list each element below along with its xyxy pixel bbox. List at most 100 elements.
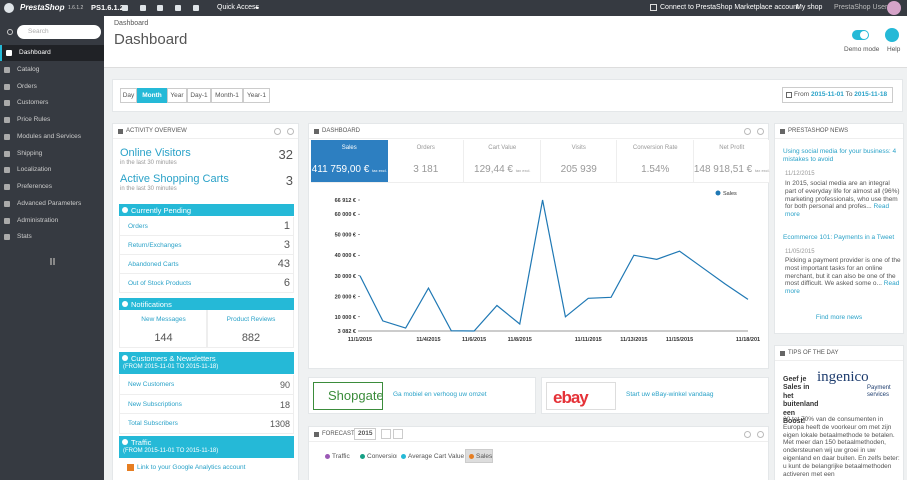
avatar bbox=[887, 1, 901, 15]
customer-row[interactable]: Total Subscribers 1308 bbox=[119, 414, 294, 434]
tips-logo: ingenico bbox=[817, 369, 869, 385]
period-button[interactable]: Year-1 bbox=[243, 88, 270, 103]
kpi-tab[interactable]: Sales 411 759,00 € tax excl. bbox=[311, 140, 388, 183]
news-date: 11/12/2015 bbox=[785, 171, 815, 177]
dashboard-panel: DASHBOARD Sales 411 759,00 € tax excl. Ord… bbox=[308, 123, 770, 369]
notification-cell[interactable]: Product Reviews 882 bbox=[206, 310, 294, 348]
news-body: Picking a payment provider is one of the… bbox=[785, 257, 901, 288]
config-icon[interactable] bbox=[744, 128, 751, 135]
forecast-tab[interactable]: Conversion bbox=[356, 449, 400, 463]
x-tick-label: 11/1/2015 bbox=[348, 337, 372, 343]
kpi-tab[interactable]: Net Profit 148 918,51 € tax excl. bbox=[693, 140, 770, 183]
top-icon[interactable] bbox=[193, 5, 199, 11]
ad-logo-text: ebay bbox=[553, 388, 589, 407]
ad-logo-text: Shopgate bbox=[328, 388, 384, 403]
menu-item[interactable]: Modules and Services bbox=[0, 129, 104, 145]
pending-row[interactable]: Return/Exchanges 3 bbox=[119, 236, 294, 255]
top-icon[interactable] bbox=[157, 5, 163, 11]
refresh-icon[interactable] bbox=[757, 431, 764, 438]
heading-icon bbox=[118, 129, 123, 134]
ad-panel[interactable]: ebay Start uw eBay-winkel vandaag bbox=[541, 377, 769, 414]
y-tick-label: 50 000 € bbox=[335, 233, 356, 239]
period-button[interactable]: Day-1 bbox=[187, 88, 211, 103]
notification-cell[interactable]: New Messages 144 bbox=[119, 310, 207, 348]
forecast-tab[interactable]: Traffic bbox=[321, 449, 355, 463]
pending-row[interactable]: Abandoned Carts 43 bbox=[119, 255, 294, 274]
ad-panel[interactable]: Shopgate Ga mobiel en verhoog uw omzet bbox=[308, 377, 536, 414]
next-button[interactable] bbox=[393, 429, 403, 439]
config-icon[interactable] bbox=[744, 431, 751, 438]
pending-row[interactable]: Out of Stock Products 6 bbox=[119, 274, 294, 293]
heading-icon bbox=[780, 129, 785, 134]
config-icon[interactable] bbox=[274, 128, 281, 135]
y-tick-label: 30 000 € bbox=[335, 274, 356, 280]
kpi-label: Conversion Rate bbox=[632, 145, 678, 151]
analytics-link[interactable]: Link to your Google Analytics account bbox=[137, 464, 246, 471]
find-more[interactable]: Find more news bbox=[815, 314, 863, 321]
kpi-value: 411 759,00 € tax excl. bbox=[311, 164, 388, 176]
demo-toggle[interactable] bbox=[852, 30, 869, 40]
menu-item[interactable]: Advanced Parameters bbox=[0, 196, 104, 212]
toggle-knob bbox=[860, 31, 868, 39]
kpi-tab[interactable]: Visits 205 939 bbox=[540, 140, 617, 183]
menu-item[interactable]: Catalog bbox=[0, 62, 104, 78]
store-icon bbox=[650, 4, 657, 11]
my-shop-link[interactable]: My shop bbox=[796, 4, 823, 11]
legend-label: Sales bbox=[723, 191, 737, 197]
year-selector[interactable]: 2015 bbox=[354, 428, 377, 440]
sales-chart: 3 082 € 10 000 € 20 000 € 30 000 € 40 000 € 5… bbox=[335, 190, 760, 343]
quick-access[interactable]: Quick Access bbox=[217, 4, 260, 11]
menu-item[interactable]: Price Rules bbox=[0, 112, 104, 128]
top-icon[interactable] bbox=[140, 5, 146, 11]
read-more: Read more bbox=[785, 203, 890, 219]
panel-heading: PRESTASHOP NEWS bbox=[775, 124, 903, 139]
menu-label: Preferences bbox=[17, 183, 53, 190]
menu-item[interactable]: Preferences bbox=[0, 179, 104, 195]
period-button[interactable]: Year bbox=[167, 88, 187, 103]
date-picker[interactable]: From 2015-11-01 To 2015-11-18 bbox=[782, 87, 893, 103]
search-icon bbox=[7, 29, 13, 35]
menu-item[interactable]: Stats bbox=[0, 229, 104, 245]
kpi-tab[interactable]: Cart Value 129,44 € tax excl. bbox=[464, 140, 541, 183]
kpi-value: 129,44 € tax excl. bbox=[464, 164, 541, 176]
kpi-number: 148 918,51 € bbox=[693, 164, 753, 175]
menu-label: Price Rules bbox=[17, 116, 51, 123]
menu-item[interactable]: Orders bbox=[0, 79, 104, 95]
kpi-tab[interactable]: Orders 3 181 bbox=[387, 140, 464, 183]
menu-label: Stats bbox=[17, 233, 32, 241]
logo-icon bbox=[4, 3, 14, 13]
forecast-tab[interactable]: Sales bbox=[465, 449, 493, 463]
menu-icon bbox=[6, 50, 12, 56]
refresh-icon[interactable] bbox=[757, 128, 764, 135]
breadcrumb: Dashboard bbox=[114, 20, 149, 27]
refresh-icon[interactable] bbox=[287, 128, 294, 135]
search-box[interactable]: Search bbox=[17, 25, 101, 39]
menu-item[interactable]: Localization bbox=[0, 162, 104, 178]
user-menu[interactable]: PrestaShop User bbox=[834, 4, 888, 11]
menu-item[interactable]: Shipping bbox=[0, 146, 104, 162]
kpi-label: Net Profit bbox=[719, 145, 745, 151]
period-button[interactable]: Day bbox=[120, 88, 137, 103]
menu-item[interactable]: Dashboard bbox=[0, 45, 104, 61]
marketplace-link[interactable]: Connect to PrestaShop Marketplace accoun… bbox=[660, 4, 799, 11]
top-icon[interactable] bbox=[122, 5, 128, 11]
news-title[interactable]: Ecommerce 101: Payments in a Tweet bbox=[783, 234, 895, 241]
news-title[interactable]: Using social media for your business: 4 … bbox=[783, 148, 897, 163]
customer-row[interactable]: New Customers 90 bbox=[119, 375, 294, 395]
menu-item[interactable]: Administration bbox=[0, 213, 104, 229]
panel-heading: FORECAST 2015 bbox=[309, 427, 768, 442]
prev-button[interactable] bbox=[381, 429, 391, 439]
panel-heading: DASHBOARD bbox=[309, 124, 768, 139]
period-button[interactable]: Month bbox=[137, 88, 167, 103]
help-label: Help bbox=[887, 46, 901, 53]
section-title: Traffic bbox=[131, 438, 152, 447]
customer-row[interactable]: New Subscriptions 18 bbox=[119, 394, 294, 414]
top-icon[interactable] bbox=[175, 5, 181, 11]
period-button[interactable]: Month-1 bbox=[211, 88, 243, 103]
menu-item[interactable]: Customers bbox=[0, 95, 104, 111]
pending-row[interactable]: Orders 1 bbox=[119, 217, 294, 236]
kpi-number: 205 939 bbox=[560, 164, 597, 175]
forecast-tab[interactable]: Average Cart Value bbox=[397, 449, 464, 463]
help-button[interactable] bbox=[885, 28, 899, 42]
kpi-tab[interactable]: Conversion Rate 1.54% bbox=[617, 140, 694, 183]
